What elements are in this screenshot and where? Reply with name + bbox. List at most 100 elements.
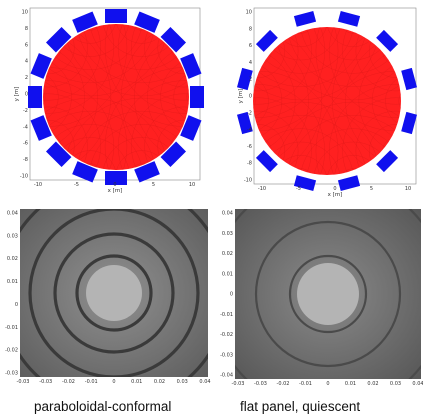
- aperture-contour: [43, 70, 59, 124]
- aperture-contour: [43, 24, 114, 114]
- x-tick-label: 0: [113, 182, 116, 188]
- dark-ring: [53, 232, 175, 354]
- y-tick-label: 10: [22, 10, 28, 16]
- array-panel: [180, 53, 202, 79]
- array-panel: [255, 29, 278, 52]
- aperture-contour: [157, 119, 189, 170]
- y-tick-label: 0.01: [7, 279, 18, 285]
- aperture-contour: [398, 87, 401, 115]
- aperture-contour: [329, 27, 401, 118]
- x-tick-label: -5: [296, 186, 301, 192]
- aperture-contour: [273, 27, 328, 47]
- aperture-contour: [371, 60, 401, 142]
- x-tick-label: 0.02: [154, 379, 165, 385]
- y-tick-label: -0.03: [220, 352, 233, 358]
- aperture-contour: [43, 24, 112, 170]
- y-tick-label: -0.02: [220, 332, 233, 338]
- aperture-contour: [43, 97, 170, 170]
- aperture-contour: [253, 97, 312, 175]
- y-tick-label: -0.04: [220, 373, 233, 379]
- x-tick-label: -0.03: [17, 379, 30, 385]
- array-panel: [45, 141, 72, 168]
- aperture-contour: [286, 115, 401, 175]
- aperture-contour: [62, 97, 189, 170]
- array-panel: [72, 161, 98, 183]
- x-tick-label: 0.03: [390, 381, 401, 387]
- aperture-contour: [43, 24, 88, 88]
- aperture-contour: [144, 106, 189, 170]
- x-axis-label: x [m]: [108, 188, 123, 194]
- aperture-contour: [43, 110, 156, 170]
- aperture-contour: [253, 101, 381, 175]
- aperture-contour: [131, 24, 189, 101]
- aperture-contour: [43, 31, 98, 163]
- aperture-contour: [43, 24, 156, 84]
- aperture-fill: [43, 24, 189, 170]
- aperture-contour: [253, 27, 355, 74]
- aperture-contour: [253, 87, 256, 115]
- x-tick-label: 10: [189, 182, 195, 188]
- y-tick-label: -0.03: [5, 371, 18, 377]
- image-plane-plot-left: -0.03 -0.03 -0.02 -0.01 0 0.01 0.02 0.03 0.04 0.0…: [0, 205, 212, 395]
- aperture-contour: [62, 24, 189, 97]
- y-tick-label: 8: [249, 26, 252, 32]
- aperture-contour: [253, 47, 296, 155]
- y-tick-label: 0.02: [7, 256, 18, 262]
- aperture-contour: [273, 27, 401, 101]
- x-tick-label: -10: [34, 182, 42, 188]
- y-tick-label: -4: [247, 127, 252, 133]
- aperture-contour: [299, 27, 401, 74]
- y-tick-label: 10: [246, 10, 252, 16]
- aperture-contour: [102, 24, 182, 57]
- array-panel: [255, 150, 278, 173]
- array-panel: [160, 141, 187, 168]
- array-panel: [45, 26, 72, 53]
- y-tick-label: -0.01: [220, 312, 233, 318]
- y-tick-label: 0.01: [222, 271, 233, 277]
- y-axis-label: y [m]: [14, 87, 20, 102]
- aperture-contour: [76, 163, 104, 170]
- aperture-contour: [43, 24, 75, 75]
- array-panel: [28, 86, 42, 108]
- aperture-contour: [253, 27, 285, 78]
- aperture-disc: [253, 27, 401, 175]
- x-tick-label: 0.02: [367, 381, 378, 387]
- y-tick-label: 2: [249, 77, 252, 83]
- y-tick-label: -0.02: [5, 348, 18, 354]
- aperture-contour: [43, 83, 46, 111]
- aperture-contour: [253, 27, 368, 87]
- y-tick-label: -0.01: [5, 325, 18, 331]
- array-panel: [134, 11, 160, 33]
- aperture-contour: [43, 124, 143, 170]
- array-panel: [160, 26, 187, 53]
- y-tick-label: 4: [25, 59, 28, 65]
- aperture-contour: [43, 106, 88, 170]
- ring-group: [235, 209, 421, 379]
- aperture-contour: [50, 24, 130, 57]
- array-panel: [401, 111, 418, 135]
- aperture-contour: [385, 74, 401, 128]
- aperture-contour: [313, 141, 394, 175]
- aperture-contour: [253, 115, 368, 175]
- aperture-contour: [118, 24, 189, 114]
- aperture-contour: [355, 27, 401, 92]
- aperture-contour: [355, 110, 401, 175]
- x-tick-label: 5: [152, 182, 155, 188]
- x-tick-label: -0.01: [85, 379, 98, 385]
- y-tick-label: 4: [249, 60, 252, 66]
- aperture-contour: [43, 24, 143, 70]
- y-tick-label: -8: [247, 161, 252, 167]
- x-tick-label: -0.03: [232, 381, 245, 387]
- aperture-contour: [260, 141, 341, 175]
- aperture-contour: [253, 27, 325, 118]
- y-tick-label: 0: [230, 292, 233, 298]
- aperture-contour: [253, 84, 325, 175]
- aperture-contour: [43, 119, 75, 170]
- x-tick-label: 0.04: [199, 379, 210, 385]
- aperture-contour: [299, 128, 401, 175]
- aperture-contour: [342, 27, 401, 105]
- aperture-contour: [128, 163, 156, 170]
- aperture-contour: [160, 57, 189, 137]
- y-tick-label: -4: [23, 124, 28, 130]
- x-tick-label: 0.03: [177, 379, 188, 385]
